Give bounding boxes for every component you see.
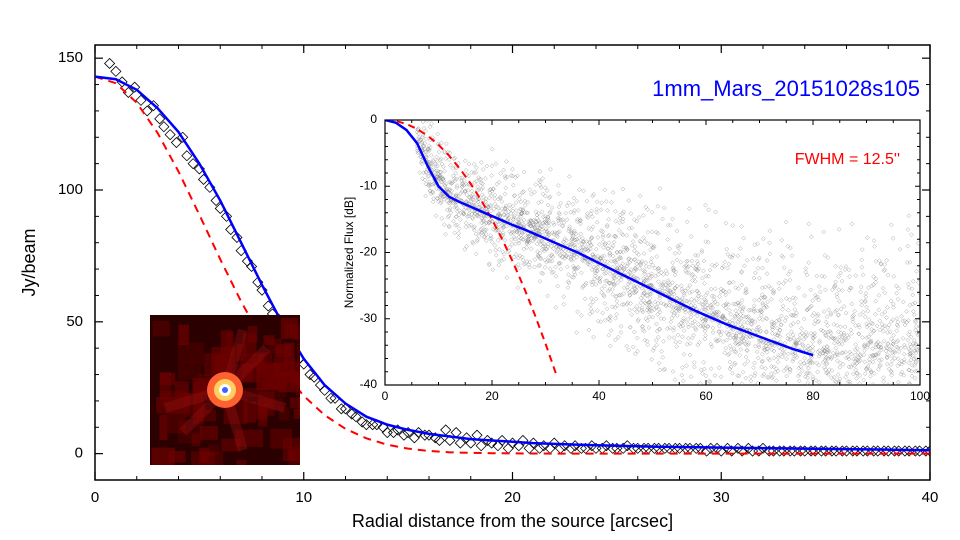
- svg-text:60: 60: [699, 389, 713, 403]
- svg-text:20: 20: [504, 489, 521, 506]
- svg-text:30: 30: [713, 489, 730, 506]
- inset-y-axis-label: Normalized Flux [dB]: [342, 197, 356, 308]
- svg-text:80: 80: [806, 389, 820, 403]
- svg-text:0: 0: [91, 489, 99, 506]
- svg-text:20: 20: [485, 389, 499, 403]
- svg-text:0: 0: [382, 389, 389, 403]
- svg-text:100: 100: [58, 181, 83, 198]
- beam-profile-chart: 0 10 20 30 40 0 50 100 150 Radial distance from t…: [0, 0, 960, 540]
- svg-text:40: 40: [922, 489, 939, 506]
- svg-text:0: 0: [370, 112, 377, 126]
- svg-text:50: 50: [66, 313, 83, 330]
- svg-text:-20: -20: [360, 245, 378, 259]
- fwhm-label: FWHM = 12.5'': [795, 151, 900, 168]
- y-axis-label: Jy/beam: [19, 228, 39, 296]
- svg-text:0: 0: [75, 445, 83, 462]
- svg-text:40: 40: [592, 389, 606, 403]
- x-axis-label: Radial distance from the source [arcsec]: [352, 511, 673, 531]
- svg-text:10: 10: [295, 489, 312, 506]
- svg-text:100: 100: [910, 389, 930, 403]
- svg-text:-30: -30: [360, 311, 378, 325]
- svg-text:150: 150: [58, 49, 83, 66]
- plot-title: 1mm_Mars_20151028s105: [652, 76, 920, 101]
- beam-map-inset: [150, 315, 322, 480]
- svg-text:-40: -40: [360, 377, 378, 391]
- svg-text:-10: -10: [360, 178, 378, 192]
